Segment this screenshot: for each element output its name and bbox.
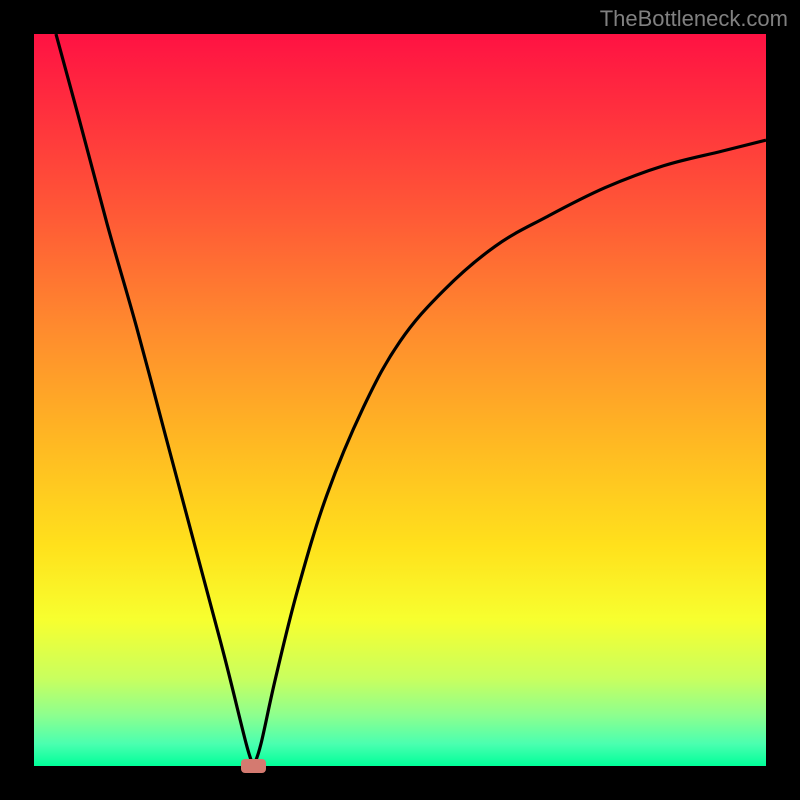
bottleneck-chart [34,34,766,766]
optimal-point-marker [241,759,267,772]
watermark-text: TheBottleneck.com [600,6,788,32]
chart-curve [34,34,766,766]
